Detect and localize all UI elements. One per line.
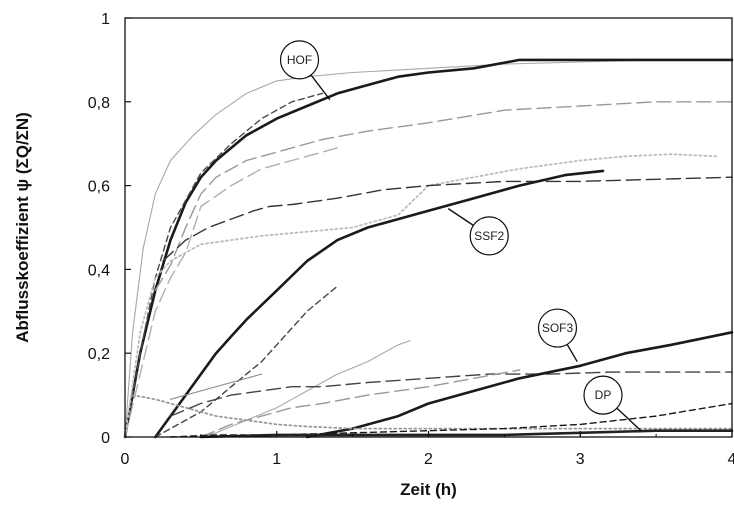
annotation-label-dp: DP [595,388,612,402]
annotation-circle-sof3 [537,308,578,348]
series-line-15 [131,394,733,430]
axes-frame [124,17,733,438]
y-tick-label: 0,6 [88,179,110,196]
y-tick-label: 0,2 [88,346,110,363]
annotation-leader-sof3 [566,344,578,362]
x-tick-label: 0 [121,451,130,468]
annotation-circle-ssf2 [469,216,509,256]
series-line-2 [123,58,734,439]
annotation-circle-hof [279,40,320,80]
x-tick-label: 2 [424,451,433,468]
series-line-11 [169,373,263,400]
annotation-leader-dp [616,407,642,432]
series-line-9 [154,285,339,438]
series-line-17 [199,429,734,439]
series-line-13 [200,369,521,438]
series-line-14 [305,331,734,439]
series-line-10 [200,340,411,438]
series-line-5 [124,147,339,438]
axes-layer: 0 1 2 3 4 0 0,2 0,4 0,6 0,8 1 [88,11,734,468]
series-line-6 [124,153,718,438]
series-line-4 [154,101,733,292]
series-line-7 [162,176,733,262]
annotation-layer: HOF SSF2 SOF3 DP [279,40,642,432]
annotation-leader-ssf2 [447,208,474,226]
annotation-label-hof: HOF [287,53,312,67]
x-tick-label: 1 [272,451,281,468]
annotation-circle-dp [583,375,623,415]
annotation-label-ssf2: SSF2 [474,229,504,243]
x-axis-title: Zeit (h) [400,480,457,499]
series-line-8 [154,169,605,439]
y-axis-title: Abflusskoeffizient ψ (ΣQ/ΣN) [13,112,32,343]
annotation-label-sof3: SOF3 [542,321,574,335]
series-line-1 [124,59,733,438]
annotation-leader-hof [310,74,331,101]
y-tick-label: 0,4 [88,262,110,279]
y-tick-label: 0,8 [88,95,110,112]
series-line-3 [124,92,323,438]
y-tick-label: 1 [101,11,110,28]
y-tick-label: 0 [101,430,110,447]
series-layer [123,58,734,439]
x-tick-label: 3 [576,451,585,468]
x-tick-label: 4 [728,451,734,468]
series-line-12 [169,371,733,417]
